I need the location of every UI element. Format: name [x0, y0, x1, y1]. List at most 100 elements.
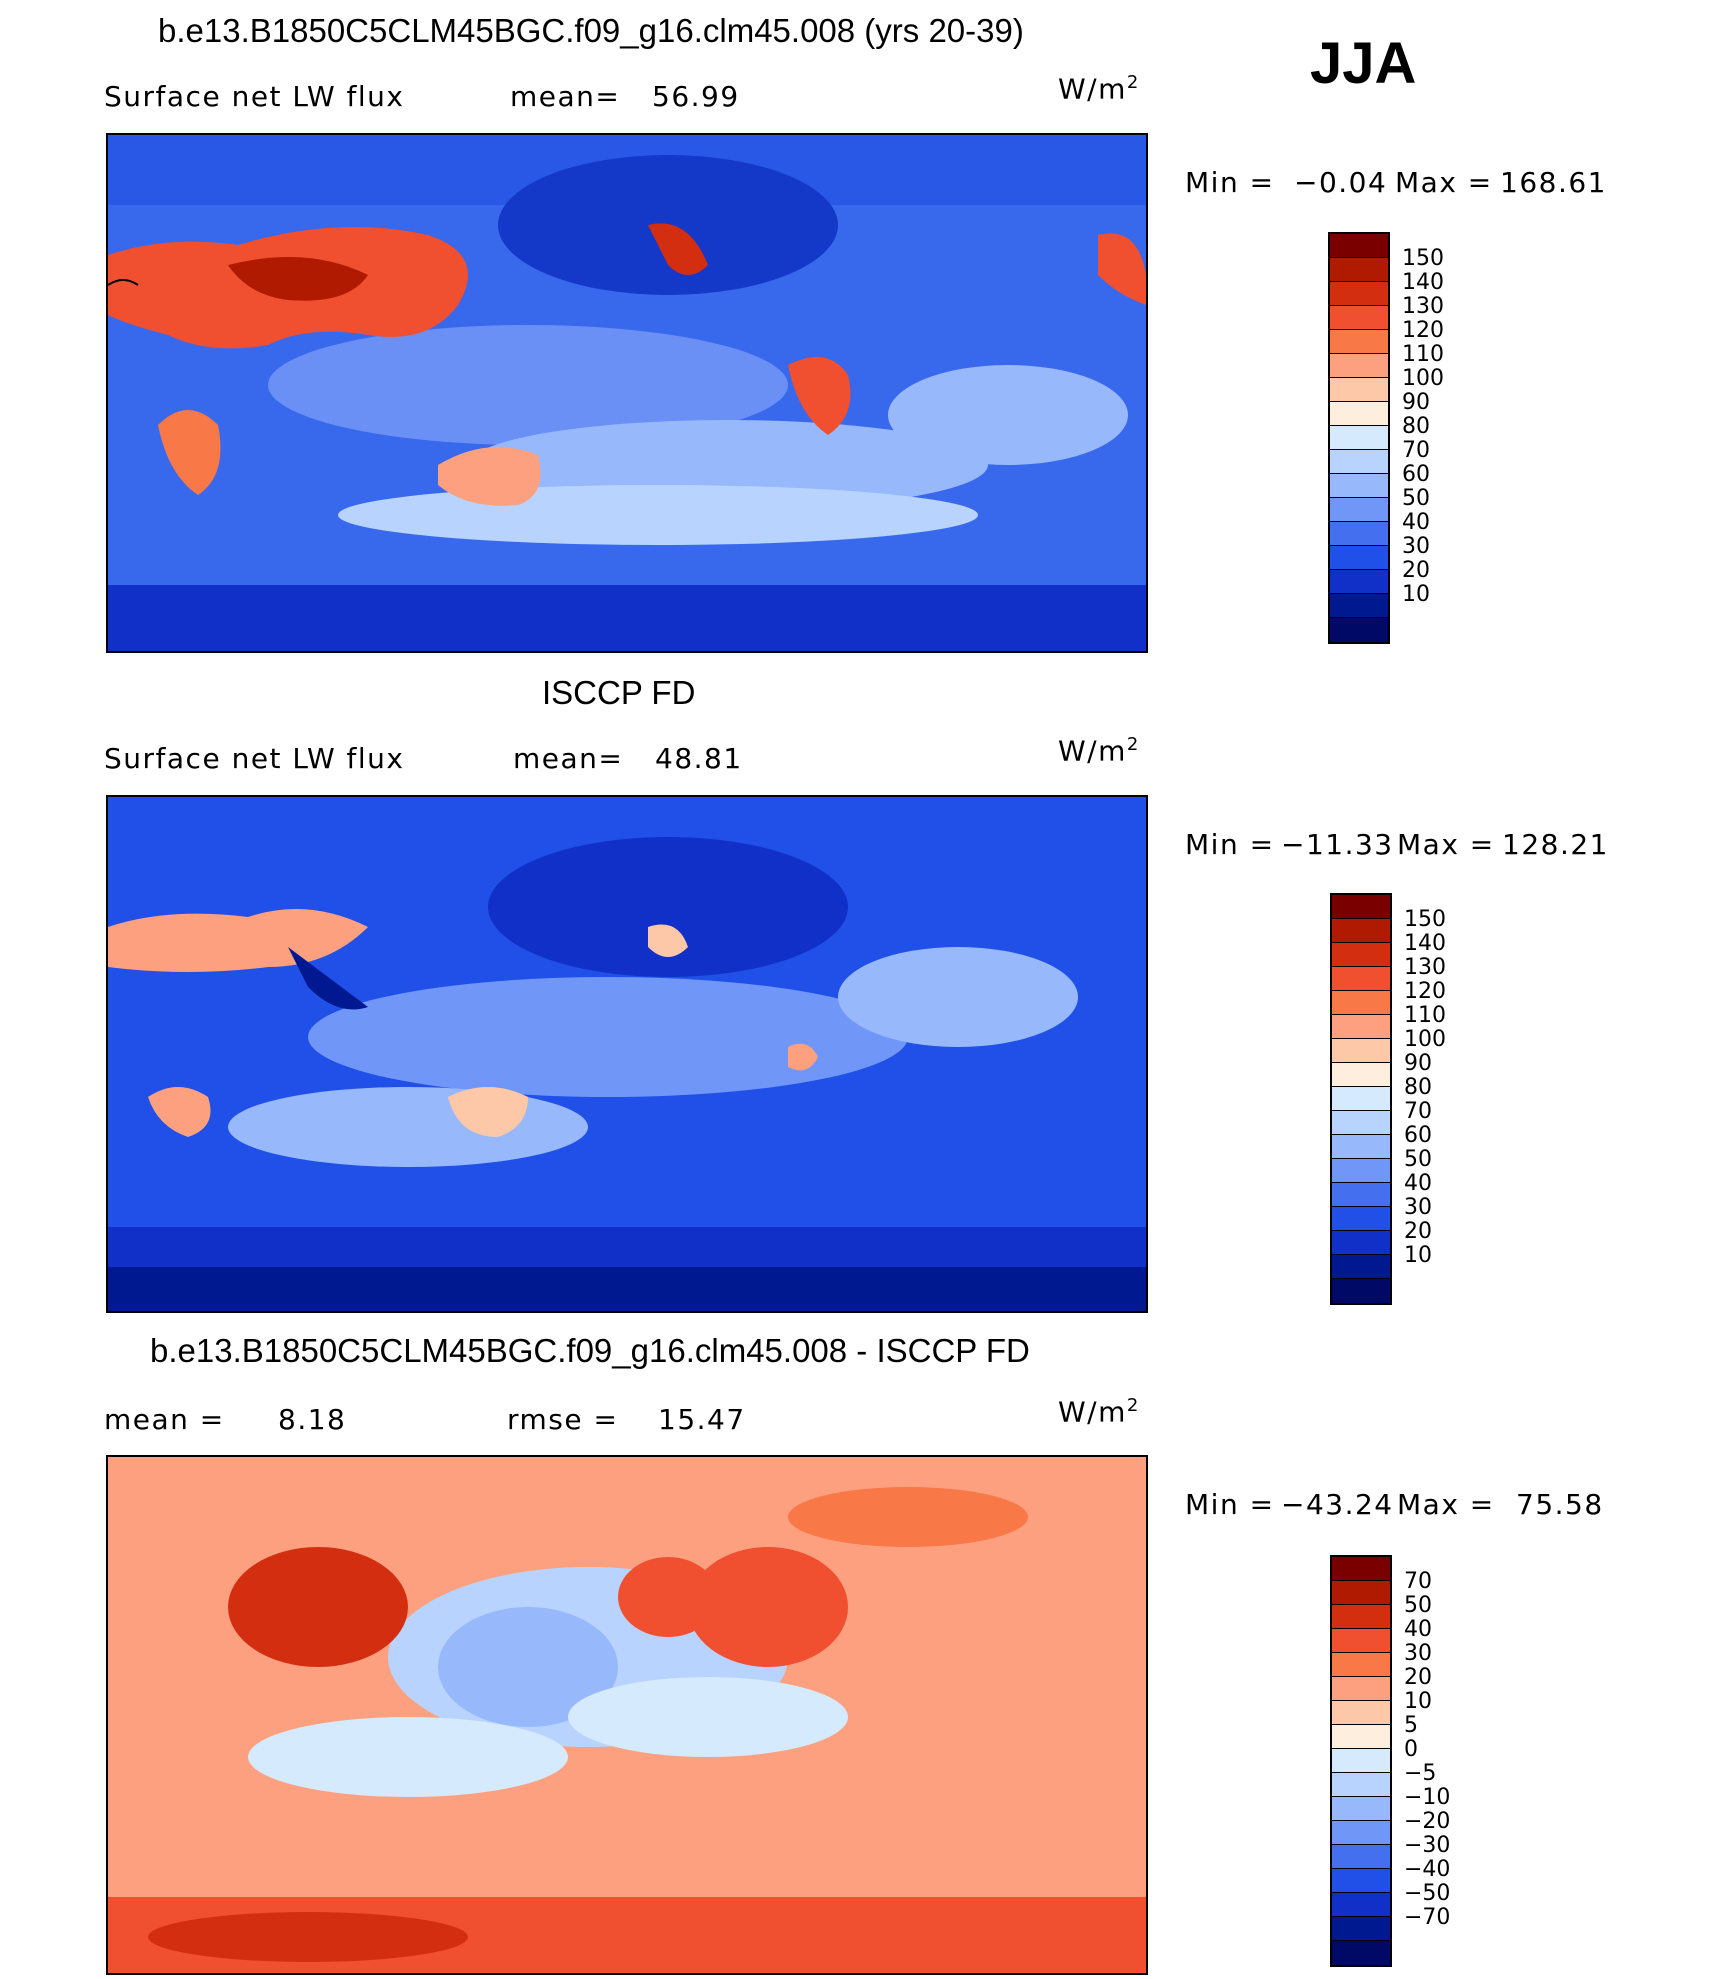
panel1-max-value: 168.61	[1500, 166, 1607, 199]
panel1-min-value: −0.04	[1294, 166, 1388, 199]
colorbar-swatch	[1332, 1255, 1390, 1279]
panel1-nw-africa	[1098, 233, 1146, 305]
colorbar-tick-label: 120	[1402, 318, 1444, 343]
colorbar-swatch	[1332, 1207, 1390, 1231]
panel3-npac-warm	[618, 1557, 718, 1637]
colorbar-tick-label: 70	[1402, 438, 1430, 463]
panel2-sahara	[108, 909, 368, 972]
colorbar-tick-label: 70	[1404, 1569, 1432, 1594]
colorbar-tick-label: −30	[1404, 1833, 1451, 1858]
colorbar-swatch	[1330, 258, 1388, 282]
colorbar-swatch	[1332, 1063, 1390, 1087]
colorbar-tick-label: 130	[1402, 294, 1444, 319]
panel2-mean-value: 48.81	[655, 742, 743, 775]
colorbar-swatch	[1332, 1701, 1390, 1725]
panel1-units: W/m2	[1058, 72, 1140, 106]
colorbar-tick-label: 90	[1402, 390, 1430, 415]
panel1-south-band	[338, 485, 978, 545]
colorbar-swatch	[1332, 1773, 1390, 1797]
colorbar-swatch	[1330, 306, 1388, 330]
colorbar-tick-label: 20	[1402, 558, 1430, 583]
panel2-map-svg	[108, 797, 1146, 1311]
colorbar-tick-label: −10	[1404, 1785, 1451, 1810]
colorbar-swatch	[1330, 450, 1388, 474]
colorbar-swatch	[1332, 1111, 1390, 1135]
panel2-australia	[448, 1087, 528, 1137]
colorbar-swatch	[1332, 967, 1390, 991]
panel2-variable-label: Surface net LW flux	[104, 742, 405, 775]
panel1-w-usa	[648, 223, 708, 275]
colorbar-swatch	[1330, 282, 1388, 306]
colorbar-swatch	[1332, 1159, 1390, 1183]
panel3-tibet-warm	[228, 1547, 408, 1667]
panel3-colorbar	[1330, 1555, 1392, 1967]
panel2-antarctic-band	[108, 1267, 1146, 1311]
colorbar-swatch	[1332, 1821, 1390, 1845]
colorbar-swatch	[1330, 426, 1388, 450]
panel2-npac-low	[488, 837, 848, 977]
colorbar-tick-label: −50	[1404, 1881, 1451, 1906]
panel3-wus-warm	[688, 1547, 848, 1667]
colorbar-swatch	[1332, 1917, 1390, 1941]
colorbar-swatch	[1330, 474, 1388, 498]
panel3-units: W/m2	[1058, 1395, 1140, 1429]
panel2-max-label: Max =	[1397, 828, 1495, 861]
panel2-w-usa	[648, 924, 688, 957]
colorbar-swatch	[1332, 1581, 1390, 1605]
colorbar-swatch	[1332, 1279, 1390, 1303]
panel2-india-low	[288, 947, 368, 1010]
colorbar-swatch	[1330, 618, 1388, 642]
colorbar-swatch	[1330, 378, 1388, 402]
panel1-colorbar	[1328, 232, 1390, 644]
colorbar-swatch	[1332, 1135, 1390, 1159]
colorbar-tick-label: 80	[1402, 414, 1430, 439]
colorbar-tick-label: 80	[1404, 1075, 1432, 1100]
colorbar-swatch	[1332, 943, 1390, 967]
colorbar-swatch	[1332, 1845, 1390, 1869]
colorbar-tick-label: 50	[1404, 1593, 1432, 1618]
panel3-io-cool	[248, 1717, 568, 1797]
colorbar-swatch	[1330, 546, 1388, 570]
colorbar-tick-label: 10	[1404, 1243, 1432, 1268]
panel1-map	[106, 133, 1148, 653]
colorbar-tick-label: 50	[1404, 1147, 1432, 1172]
panel3-map	[106, 1455, 1148, 1975]
colorbar-tick-label: 150	[1404, 907, 1446, 932]
panel1-mean-value: 56.99	[652, 80, 740, 113]
panel1-s-america	[788, 357, 851, 435]
panel1-antarctic-band	[108, 585, 1146, 651]
panel1-tropic-band	[268, 325, 788, 445]
colorbar-swatch	[1330, 330, 1388, 354]
colorbar-tick-label: 60	[1404, 1123, 1432, 1148]
colorbar-tick-label: 140	[1404, 931, 1446, 956]
panel2-mean-label: mean=	[513, 742, 624, 775]
colorbar-tick-label: 30	[1402, 534, 1430, 559]
panel2-tropic-band	[308, 977, 908, 1097]
panel3-southern-max	[148, 1912, 468, 1962]
panel3-min-value: −43.24	[1281, 1488, 1394, 1521]
colorbar-swatch	[1332, 1677, 1390, 1701]
panel2-sio-band	[228, 1087, 588, 1167]
colorbar-swatch	[1332, 1629, 1390, 1653]
colorbar-tick-label: 5	[1404, 1713, 1418, 1738]
colorbar-swatch	[1332, 895, 1390, 919]
panel2-s-america	[788, 1043, 818, 1071]
panel3-pac-cool-core	[438, 1607, 618, 1727]
colorbar-swatch	[1332, 1015, 1390, 1039]
colorbar-tick-label: −40	[1404, 1857, 1451, 1882]
colorbar-tick-label: 140	[1402, 270, 1444, 295]
colorbar-tick-label: 40	[1404, 1617, 1432, 1642]
colorbar-tick-label: 30	[1404, 1195, 1432, 1220]
colorbar-tick-label: −70	[1404, 1905, 1451, 1930]
colorbar-swatch	[1330, 522, 1388, 546]
season-label: JJA	[1310, 31, 1417, 96]
colorbar-tick-label: 30	[1404, 1641, 1432, 1666]
panel2-max-value: 128.21	[1502, 828, 1609, 861]
colorbar-swatch	[1330, 498, 1388, 522]
panel2-s-africa	[148, 1087, 211, 1137]
colorbar-tick-label: 10	[1402, 582, 1430, 607]
colorbar-swatch	[1332, 1725, 1390, 1749]
panel1-mean-label: mean=	[510, 80, 621, 113]
colorbar-swatch	[1330, 234, 1388, 258]
colorbar-tick-label: 150	[1402, 246, 1444, 271]
